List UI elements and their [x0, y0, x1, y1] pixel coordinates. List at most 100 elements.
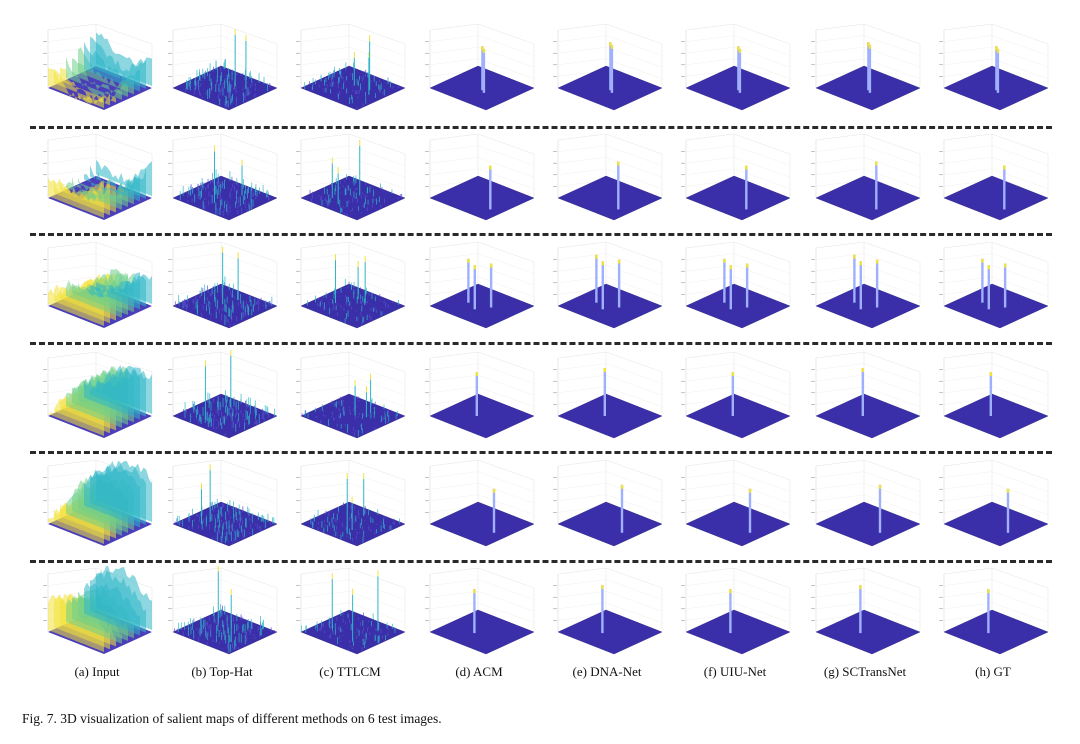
surface-plane: [685, 175, 791, 221]
spike: [737, 46, 740, 91]
spike-tip: [748, 488, 752, 493]
spike: [489, 263, 493, 308]
noise-peaks: [301, 373, 398, 437]
spike: [853, 254, 856, 303]
spike: [745, 165, 748, 210]
spike-tip: [987, 589, 990, 594]
spike-tip: [859, 261, 862, 266]
surface-plane: [300, 65, 406, 111]
target-spikes: [745, 165, 748, 210]
surface-plot: [548, 350, 666, 448]
spike-tip: [601, 261, 604, 266]
target-spikes: [617, 161, 620, 210]
surface-plot: [934, 132, 1052, 230]
spike: [981, 258, 984, 303]
spike: [1003, 263, 1007, 308]
target-spikes: [987, 589, 990, 634]
spike-tip: [473, 265, 476, 270]
spike-tip: [492, 488, 496, 493]
row-separator: [30, 342, 1052, 345]
surface-plot: [676, 132, 794, 230]
surface-plot: [163, 566, 281, 664]
surface-plot: [420, 22, 538, 120]
surface-plane: [815, 501, 921, 547]
surface-plot: [806, 458, 924, 556]
spike-tip: [989, 372, 992, 376]
surface-plot: [548, 458, 666, 556]
noise-peaks: [310, 472, 400, 543]
surface-plane: [943, 175, 1049, 221]
spike-tip: [859, 585, 862, 590]
spike: [595, 254, 598, 303]
surface-plane: [429, 175, 535, 221]
surface-plane: [815, 283, 921, 329]
spike: [987, 265, 990, 310]
surface-plot: [163, 240, 281, 338]
surface-plane: [172, 175, 278, 221]
surface-plane: [685, 393, 791, 439]
spike-tip: [617, 259, 621, 264]
surface-plane: [300, 283, 406, 329]
surface-plane: [943, 609, 1049, 655]
axes-frame: [296, 133, 406, 201]
axes-frame: [811, 351, 921, 419]
noise-peaks: [185, 28, 271, 109]
axes-frame: [553, 23, 663, 91]
input-terrain: [48, 460, 152, 546]
surface-plot: [934, 566, 1052, 664]
spike: [989, 372, 992, 416]
spike: [609, 42, 612, 91]
input-terrain: [48, 32, 152, 110]
surface-plot: [676, 566, 794, 664]
target-spikes: [737, 46, 742, 93]
noise-peaks: [174, 464, 276, 545]
surface-plot: [420, 458, 538, 556]
spike: [859, 261, 862, 310]
surface-plot: [163, 458, 281, 556]
spike: [723, 258, 726, 303]
spike-tip: [489, 165, 492, 170]
axes-frame: [168, 567, 278, 635]
noise-peaks: [309, 139, 403, 216]
spike: [731, 372, 734, 416]
column-label: (g) SCTransNet: [823, 664, 907, 679]
row-separator: [30, 233, 1052, 236]
surface-plot: [806, 240, 924, 338]
surface-plane: [429, 501, 535, 547]
spike: [868, 44, 872, 93]
spike: [473, 265, 476, 310]
spike: [859, 585, 862, 634]
surface-plot: [806, 132, 924, 230]
spike: [617, 161, 620, 210]
target-spikes: [995, 46, 1000, 93]
surface-plane: [300, 175, 406, 221]
surface-plane: [943, 393, 1049, 439]
spike: [620, 484, 624, 533]
target-spikes: [878, 484, 882, 533]
spike: [995, 46, 998, 91]
axes-frame: [681, 23, 791, 91]
target-spikes: [867, 42, 872, 93]
target-spikes: [601, 585, 604, 634]
surface-plane: [685, 501, 791, 547]
spike-tip: [867, 42, 870, 47]
target-spikes: [473, 589, 476, 634]
surface-plane: [300, 501, 406, 547]
input-terrain: [48, 268, 152, 328]
target-spikes: [731, 372, 734, 416]
target-spikes: [989, 372, 992, 416]
column-label: (a) Input: [74, 664, 120, 679]
input-terrain: [48, 159, 152, 220]
spike-tip: [1003, 263, 1007, 268]
spike: [617, 259, 621, 308]
spike: [601, 585, 604, 634]
noise-peaks: [304, 35, 400, 110]
spike: [1006, 488, 1010, 533]
noise-peaks: [174, 566, 275, 653]
spike-tip: [1003, 165, 1006, 170]
surface-plot: [38, 566, 156, 664]
column-label: (b) Top-Hat: [191, 664, 253, 679]
spike-tip: [995, 46, 998, 51]
target-spikes: [620, 484, 624, 533]
noise-peaks: [307, 254, 400, 326]
